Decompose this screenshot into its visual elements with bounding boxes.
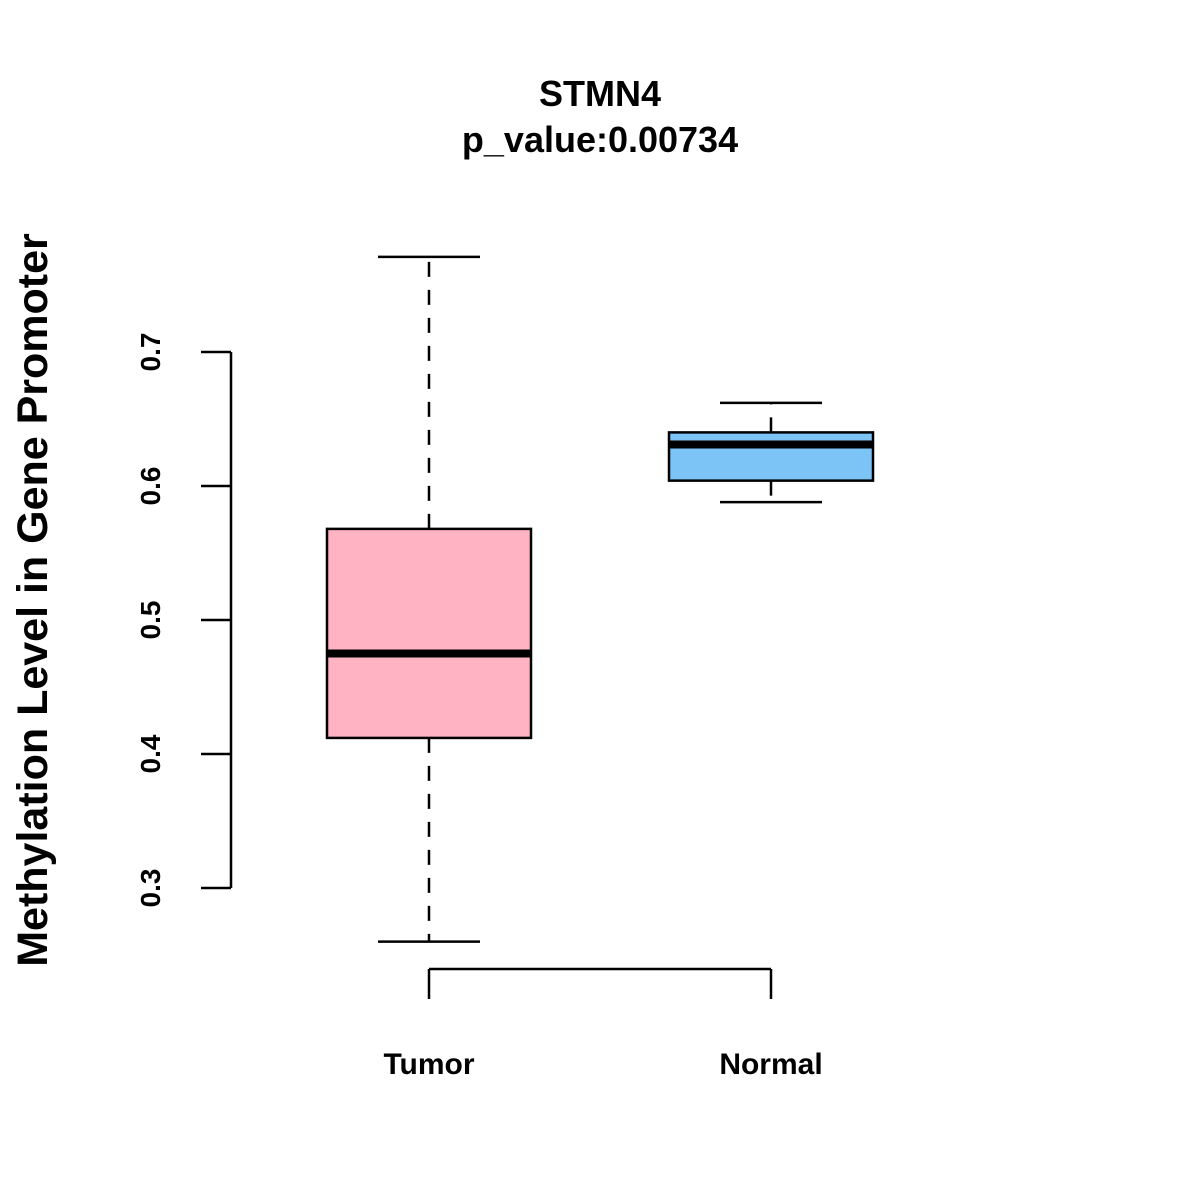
x-tick-label-tumor: Tumor [383, 1048, 474, 1081]
boxes-group [325, 255, 875, 943]
y-axis: 0.3 0.4 0.5 0.6 0.7 [135, 333, 233, 908]
chart-subtitle: p_value:0.00734 [462, 119, 738, 160]
y-tick-label: 0.5 [135, 601, 166, 640]
y-tick-label: 0.6 [135, 467, 166, 506]
chart-title: STMN4 [539, 73, 661, 114]
box-rect-normal [667, 431, 875, 482]
y-tick-label: 0.7 [135, 333, 166, 372]
box-tumor [325, 255, 533, 943]
y-axis-label: Methylation Level in Gene Promoter [9, 233, 57, 967]
y-tick-label: 0.3 [135, 869, 166, 908]
x-axis: Tumor Normal [383, 967, 823, 1081]
y-tick-label: 0.4 [135, 734, 166, 773]
x-tick-label-normal: Normal [719, 1048, 822, 1081]
box-normal [667, 401, 875, 504]
box-rect-tumor [325, 527, 533, 740]
